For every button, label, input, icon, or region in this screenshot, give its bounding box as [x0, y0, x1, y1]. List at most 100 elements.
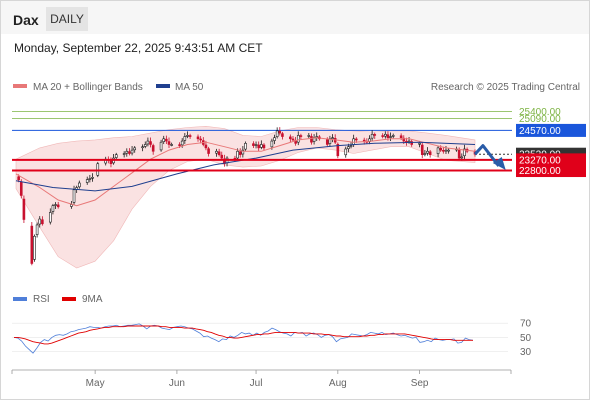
time-axis-label: Jul — [250, 378, 263, 389]
candle-body — [48, 212, 52, 223]
candle-body — [418, 143, 421, 145]
bollinger-band — [15, 125, 476, 269]
candle-body — [17, 176, 20, 181]
candle-body — [262, 144, 266, 149]
candle-body — [447, 149, 450, 152]
candle-body — [331, 137, 334, 139]
candle-body — [325, 139, 329, 145]
legend-ma20-swatch — [13, 84, 27, 88]
ma50-line — [15, 141, 476, 192]
candle-body — [354, 138, 358, 141]
top-bar: Dax DAILY — [1, 1, 589, 34]
legend-9ma-swatch — [62, 297, 76, 301]
forecast-arrowhead — [492, 157, 506, 170]
rsi-tick-label: 30 — [520, 347, 532, 358]
candle-body — [70, 204, 73, 207]
candle-body — [442, 150, 445, 152]
candle-body — [114, 154, 118, 158]
candle-body — [96, 163, 100, 176]
candle-body — [428, 151, 432, 155]
candle-body — [281, 133, 284, 137]
candle-body — [72, 189, 76, 203]
candle-body — [373, 134, 377, 136]
credit-label: Research © 2025 Trading Central — [431, 82, 580, 93]
time-axis-label: Aug — [329, 378, 347, 389]
level-label: 23270.00 — [519, 155, 561, 166]
rsi-tick-label: 70 — [520, 319, 532, 330]
symbol-title: Dax — [13, 12, 39, 28]
candle-body — [273, 137, 276, 141]
candle-body — [270, 140, 274, 148]
candle-body — [291, 138, 295, 141]
candle-body — [196, 136, 200, 140]
candle-body — [275, 130, 279, 137]
candle-body — [257, 144, 260, 149]
candle-body — [420, 144, 424, 155]
candle-body — [141, 146, 144, 149]
candle-body — [410, 141, 413, 145]
candle-body — [204, 144, 208, 149]
candle-body — [122, 153, 126, 155]
candle-body — [254, 144, 258, 146]
candle-body — [54, 204, 57, 206]
candle-body — [162, 138, 166, 142]
candle-body — [30, 225, 34, 264]
candle-body — [133, 147, 137, 151]
candle-body — [463, 148, 466, 157]
candle-body — [444, 149, 448, 152]
candle-body — [260, 144, 263, 148]
candle-body — [51, 205, 55, 212]
level-label-box — [516, 164, 586, 178]
rsi-line — [13, 323, 474, 354]
ma20-line — [15, 137, 476, 207]
legend-rsi-label: RSI — [33, 294, 50, 305]
candle-body — [186, 135, 189, 137]
candle-body — [457, 150, 461, 159]
candle-body — [244, 143, 247, 150]
candle-body — [423, 153, 427, 155]
legend-ma20-label: MA 20 + Bollinger Bands — [33, 82, 143, 93]
candle-body — [278, 130, 282, 134]
candle-body — [384, 133, 387, 137]
level-label: 25400.00 — [519, 107, 561, 118]
candle-body — [336, 143, 340, 157]
candle-body — [159, 141, 163, 151]
candle-body — [109, 160, 113, 165]
candle-body — [19, 181, 23, 196]
candle-body — [289, 136, 292, 140]
candle-body — [178, 144, 181, 146]
candle-body — [78, 182, 81, 188]
candle-body — [165, 138, 168, 142]
period-tab-daily[interactable]: DAILY — [46, 7, 88, 31]
candle-body — [347, 146, 350, 149]
candle-body — [439, 147, 443, 151]
candle-body — [188, 135, 192, 137]
candle-body — [91, 177, 94, 179]
candle-body — [38, 218, 42, 225]
candle-body — [299, 135, 303, 137]
candle-body — [362, 139, 366, 142]
candle-body — [238, 151, 242, 155]
legend-9ma-label: 9MA — [82, 294, 103, 305]
candle-body — [399, 135, 403, 138]
timestamp: Monday, September 22, 2025 9:43:51 AM CE… — [14, 41, 263, 55]
time-axis-label: Jun — [169, 378, 185, 389]
legend-rsi-swatch — [13, 297, 27, 301]
candle-body — [199, 138, 202, 141]
candle-body — [143, 144, 147, 147]
candle-body — [41, 219, 44, 225]
candle-body — [167, 141, 171, 145]
time-axis: May Jun Jul Aug Sep — [11, 369, 512, 389]
candle-body — [85, 179, 89, 183]
candle-body — [426, 150, 429, 154]
level-label-box — [516, 153, 586, 167]
rsi-panel: 70 50 30 — [12, 319, 532, 358]
forecast-arrow — [473, 144, 500, 167]
candle-body — [88, 178, 92, 180]
candle-body — [149, 141, 152, 145]
level-label-box — [516, 123, 586, 137]
time-axis-label: Sep — [411, 378, 429, 389]
candle-body — [310, 136, 313, 143]
candle-body — [252, 143, 255, 146]
candle-body — [35, 224, 39, 235]
